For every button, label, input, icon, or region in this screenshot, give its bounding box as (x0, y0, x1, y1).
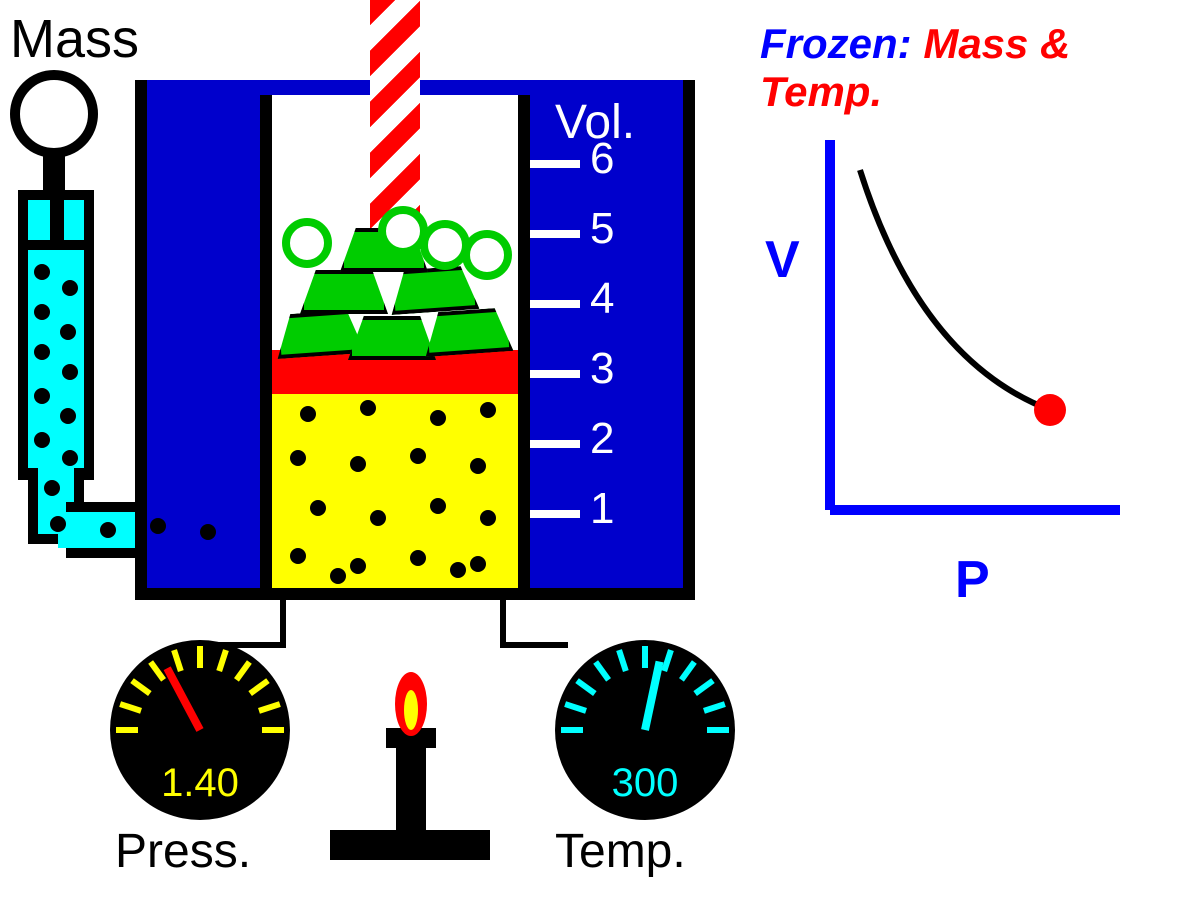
injector-particle (60, 324, 76, 340)
gauge-tick (693, 678, 714, 696)
gas-particle (290, 450, 306, 466)
gas-particle (410, 448, 426, 464)
injector-particle (34, 388, 50, 404)
pipe-particle (44, 480, 60, 496)
gas-particle (350, 558, 366, 574)
gauge-tick (197, 646, 203, 668)
frozen-prefix: Frozen: (760, 20, 923, 67)
graph-p-label: P (955, 550, 990, 610)
gas-particle (480, 402, 496, 418)
graph-point (1034, 394, 1066, 426)
pressure-value: 1.40 (110, 761, 290, 806)
gauge-tick (258, 701, 281, 714)
wire-temp-v (500, 588, 506, 648)
volume-tick-label: 4 (590, 274, 614, 324)
injector-particle (62, 364, 78, 380)
gas-particle (370, 510, 386, 526)
injector-particle (34, 304, 50, 320)
gauge-tick (130, 678, 151, 696)
volume-tick (530, 440, 580, 448)
temperature-needle (641, 661, 663, 731)
striped-rod (370, 0, 420, 230)
gas-particle (290, 548, 306, 564)
flame-icon (390, 658, 432, 738)
temperature-label: Temp. (555, 824, 686, 879)
green-ring (462, 230, 512, 280)
burner-stem (396, 740, 426, 835)
temperature-value: 300 (555, 761, 735, 806)
gauge-tick (119, 701, 142, 714)
gas-particle (410, 550, 426, 566)
pv-graph (800, 130, 1140, 550)
graph-v-label: V (765, 230, 800, 290)
injector-divider (50, 200, 64, 240)
pipe-particle (100, 522, 116, 538)
gas-particle (300, 406, 316, 422)
gas-particle (480, 510, 496, 526)
gas-particle (430, 498, 446, 514)
gas-particle (430, 410, 446, 426)
gauge-tick (642, 646, 648, 668)
gauge-tick (116, 727, 138, 733)
pipe-particle (150, 518, 166, 534)
mass-balloon-icon (10, 70, 98, 158)
gas-particle (470, 556, 486, 572)
gas-particle (360, 400, 376, 416)
volume-tick-label: 1 (590, 484, 614, 534)
gauge-tick (679, 660, 697, 681)
injector-particle (34, 432, 50, 448)
injector-particle (34, 264, 50, 280)
gauge-tick (703, 701, 726, 714)
mass-label: Mass (10, 8, 139, 70)
injector-particle (62, 280, 78, 296)
pipe-particle (50, 516, 66, 532)
wire-temp-h (500, 642, 568, 648)
frozen-var2: Temp. (760, 68, 882, 115)
gas-particle (470, 458, 486, 474)
gauge-tick (564, 701, 587, 714)
gauge-tick (661, 649, 674, 672)
volume-tick (530, 230, 580, 238)
injector-particle (62, 450, 78, 466)
gauge-tick (593, 660, 611, 681)
mass-stem (43, 148, 65, 196)
volume-tick-label: 5 (590, 204, 614, 254)
gauge-tick (248, 678, 269, 696)
gas-particle (350, 456, 366, 472)
pressure-gauge: 1.40 (110, 640, 290, 820)
gauge-tick (171, 649, 184, 672)
gauge-tick (561, 727, 583, 733)
gauge-tick (707, 727, 729, 733)
green-ring (282, 218, 332, 268)
temperature-gauge: 300 (555, 640, 735, 820)
volume-tick-label: 6 (590, 134, 614, 184)
volume-tick (530, 300, 580, 308)
frozen-amp: & (1028, 20, 1070, 67)
frozen-label: Frozen: Mass & Temp. (760, 20, 1199, 116)
gas-particle (330, 568, 346, 584)
gauge-tick (575, 678, 596, 696)
volume-tick-label: 2 (590, 414, 614, 464)
volume-tick (530, 160, 580, 168)
pipe-particle (200, 524, 216, 540)
wire-press-v (280, 588, 286, 648)
gas-particle (450, 562, 466, 578)
frozen-var1: Mass (923, 20, 1028, 67)
injector-particle (34, 344, 50, 360)
graph-curve (860, 170, 1050, 410)
volume-tick (530, 370, 580, 378)
gas-particle (310, 500, 326, 516)
gauge-tick (616, 649, 629, 672)
gauge-tick (234, 660, 252, 681)
pressure-label: Press. (115, 824, 251, 879)
pressure-needle (164, 666, 204, 732)
injector-particle (60, 408, 76, 424)
volume-tick (530, 510, 580, 518)
volume-tick-label: 3 (590, 344, 614, 394)
gauge-tick (262, 727, 284, 733)
gauge-tick (216, 649, 229, 672)
